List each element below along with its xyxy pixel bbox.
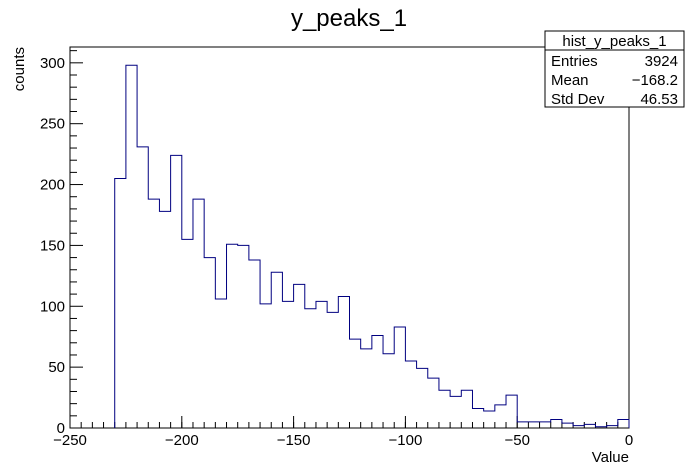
y-tick-label: 300 <box>40 55 65 72</box>
histogram-bin <box>472 409 483 428</box>
stats-stddev-label: Std Dev <box>551 91 605 108</box>
histogram-bin <box>450 396 461 428</box>
histogram-bins <box>115 65 629 428</box>
histogram-bin <box>271 272 282 428</box>
histogram-bin <box>350 339 361 428</box>
x-axis: −250 −200 −150 −100 −50 0 <box>53 416 633 449</box>
y-axis: 0 50 100 150 200 250 300 <box>40 50 83 437</box>
histogram-bin <box>484 411 495 428</box>
histogram-bin <box>528 422 539 428</box>
histogram-bin <box>495 405 506 428</box>
histogram-bin <box>327 312 338 428</box>
x-tick-label: −50 <box>504 432 529 449</box>
stats-stddev-value: 46.53 <box>640 91 678 108</box>
histogram-bin <box>137 147 148 428</box>
y-tick-label: 0 <box>57 420 65 437</box>
histogram-bin <box>618 419 629 428</box>
histogram-bin <box>305 309 316 428</box>
histogram-bin <box>204 258 215 428</box>
histogram-bin <box>171 155 182 428</box>
histogram-bin <box>461 390 472 428</box>
stats-entries-value: 3924 <box>645 53 678 70</box>
stats-mean-value: −168.2 <box>632 72 678 89</box>
x-tick-label: −100 <box>389 432 423 449</box>
histogram-bin <box>227 244 238 428</box>
histogram-bin <box>540 422 551 428</box>
histogram-bin <box>584 424 595 428</box>
histogram-bin <box>506 395 517 428</box>
histogram-bin <box>316 301 327 428</box>
stats-box: hist_y_peaks_1 Entries 3924 Mean −168.2 … <box>544 30 685 108</box>
histogram-bin <box>517 422 528 428</box>
x-tick-label: −250 <box>53 432 87 449</box>
histogram-bin <box>115 178 126 428</box>
y-axis-label: counts <box>11 47 28 91</box>
histogram-bin <box>595 427 606 428</box>
stats-entries-label: Entries <box>551 53 598 70</box>
histogram-bin <box>148 199 159 428</box>
histogram-bin <box>249 260 260 428</box>
x-tick-label: −200 <box>165 432 199 449</box>
histogram-bin <box>238 245 249 428</box>
histogram-bin <box>338 297 349 428</box>
y-tick-label: 50 <box>48 359 65 376</box>
histogram-bin <box>260 304 271 428</box>
histogram-bin <box>182 239 193 428</box>
chart-title: y_peaks_1 <box>291 5 407 32</box>
histogram-bin <box>439 390 450 428</box>
stats-box-frame <box>544 30 685 108</box>
histogram-bin <box>405 361 416 428</box>
histogram-series-line <box>114 64 630 428</box>
histogram-bin <box>573 426 584 428</box>
y-tick-label: 200 <box>40 177 65 194</box>
histogram-bin <box>562 423 573 428</box>
y-tick-label: 100 <box>40 298 65 315</box>
stats-box-title: hist_y_peaks_1 <box>562 33 666 50</box>
histogram-bin <box>607 426 618 428</box>
histogram-bin <box>383 354 394 428</box>
histogram-bin <box>394 327 405 428</box>
histogram-bin <box>372 335 383 428</box>
x-axis-label: Value <box>592 449 629 466</box>
histogram-bin <box>294 284 305 428</box>
histogram-bin <box>551 419 562 428</box>
y-tick-label: 250 <box>40 116 65 133</box>
histogram-bin <box>428 378 439 428</box>
y-tick-label: 150 <box>40 237 65 254</box>
x-tick-label: 0 <box>625 432 633 449</box>
x-tick-label: −150 <box>277 432 311 449</box>
histogram-bin <box>126 65 137 428</box>
histogram-bin <box>361 349 372 428</box>
histogram-bin <box>215 299 226 428</box>
histogram-bin <box>282 301 293 428</box>
stats-mean-label: Mean <box>551 72 589 89</box>
histogram-bin <box>159 211 170 428</box>
histogram-bin <box>193 199 204 428</box>
histogram-bin <box>417 368 428 428</box>
